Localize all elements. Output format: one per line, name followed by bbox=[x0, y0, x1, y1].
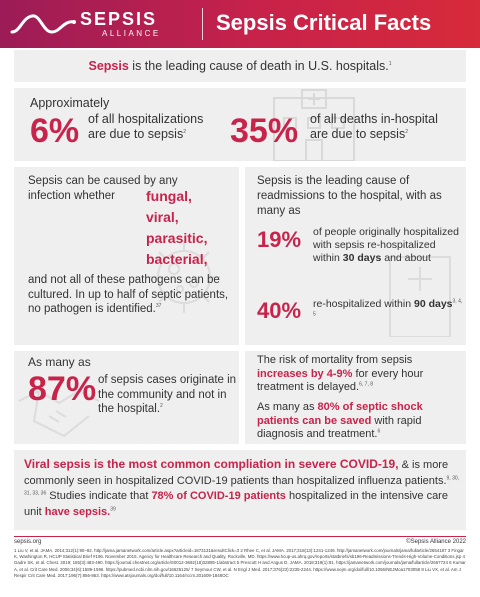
readmissions-panel: Sepsis is the leading cause of readmissi… bbox=[245, 167, 466, 345]
covid-ref2: 39 bbox=[110, 505, 116, 512]
mortality-risk-start: The risk of mortality from sepsis bbox=[257, 354, 413, 366]
pathogen-list: fungal, viral, parasitic, bacterial, bbox=[146, 186, 207, 270]
brand-subtitle: ALLIANCE bbox=[102, 29, 161, 38]
covid-ref1: 9, 30, 31, 33, 36 bbox=[24, 474, 460, 497]
covid-panel: Viral sepsis is the most common compliat… bbox=[14, 450, 466, 530]
page-title: Sepsis Critical Facts bbox=[216, 10, 432, 35]
septic-shock-ref: 6 bbox=[377, 428, 381, 435]
covid-body2: Studies indicate that bbox=[46, 490, 152, 502]
deaths-percent: 35% bbox=[230, 112, 299, 150]
header-divider bbox=[202, 8, 203, 40]
approx-label: Approximately bbox=[30, 96, 110, 110]
causes-intro-line1: Sepsis can be caused by any bbox=[28, 175, 178, 187]
covid-body: & is more commonly seen in hospitalized … bbox=[24, 459, 449, 487]
covid-highlight2: have sepsis. bbox=[44, 505, 111, 518]
mortality-risk-end: for every hour treatment is delayed. bbox=[257, 367, 424, 394]
causes-panel: Sepsis can be caused by any infection wh… bbox=[14, 167, 239, 345]
readmit-30-text: of people originally hospitalized with s… bbox=[313, 226, 463, 265]
covid-lead: Viral sepsis is the most common compliat… bbox=[24, 457, 399, 471]
community-text: of sepsis cases originate in the communi… bbox=[98, 373, 238, 417]
hospital-cross-icon bbox=[389, 256, 451, 337]
community-desc: of sepsis cases originate in the communi… bbox=[98, 374, 237, 415]
footer-references: 1 Liu V, et al. JAMA. 2014;312(1):90–92.… bbox=[14, 548, 466, 578]
readmit-90-percent: 40% bbox=[257, 298, 302, 323]
causes-rest-text: and not all of these pathogens can be cu… bbox=[28, 274, 229, 315]
pathogen-viral: viral, bbox=[146, 209, 179, 225]
hospitalizations-line2: are due to sepsis bbox=[88, 127, 184, 141]
footer-site-link[interactable]: sepsis.org bbox=[14, 539, 42, 545]
readmit-90-days: 90 days bbox=[413, 298, 453, 310]
intro-statement: Sepsis is the leading cause of death in … bbox=[14, 50, 466, 82]
causes-intro-line2: infection whether bbox=[28, 190, 115, 202]
footer-copyright: ©Sepsis Alliance 2022 bbox=[406, 539, 466, 545]
hospitalizations-line1: of all hospitalizations bbox=[88, 112, 204, 126]
header-banner: SEPSIS ALLIANCE Sepsis Critical Facts bbox=[0, 0, 480, 48]
community-panel: As many as 87% of sepsis cases originate… bbox=[14, 351, 239, 444]
readmit-90-desc: re-hospitalized within bbox=[313, 298, 412, 310]
handshake-icon bbox=[18, 389, 100, 438]
deaths-line2: are due to sepsis bbox=[310, 127, 406, 141]
causes-intro: Sepsis can be caused by any infection wh… bbox=[28, 174, 232, 204]
readmit-30-percent: 19% bbox=[257, 227, 302, 252]
hospital-building-icon bbox=[273, 89, 355, 161]
intro-ref: 1 bbox=[388, 60, 392, 67]
pathogen-icon bbox=[148, 241, 220, 313]
covid-body3: hospitalized in the intensive care unit bbox=[24, 490, 448, 518]
footer-divider bbox=[14, 536, 466, 537]
pathogen-bacterial: bacterial, bbox=[146, 251, 208, 267]
deaths-text: of all deaths in-hospital are due to sep… bbox=[310, 112, 438, 142]
septic-shock-highlight: 80% of septic shock patients can be save… bbox=[257, 401, 423, 427]
readmissions-intro: Sepsis is the leading cause of readmissi… bbox=[257, 175, 442, 217]
covid-highlight: 78% of COVID-19 patients bbox=[151, 490, 286, 502]
hospitalization-stats-panel: Approximately 6% of all hospitalizations… bbox=[14, 88, 466, 161]
pathogen-fungal: fungal, bbox=[146, 188, 192, 204]
covid-text: Viral sepsis is the most common compliat… bbox=[24, 457, 460, 520]
hospitalizations-percent: 6% bbox=[30, 112, 80, 150]
readmit-30-days: 30 days bbox=[342, 252, 382, 264]
intro-keyword: Sepsis bbox=[88, 59, 129, 73]
causes-ref: 37 bbox=[155, 303, 162, 310]
causes-rest: and not all of these pathogens can be cu… bbox=[28, 273, 234, 317]
hospitalizations-ref: 2 bbox=[183, 128, 186, 135]
readmit-30-desc: of people originally hospitalized with s… bbox=[313, 226, 459, 264]
mortality-panel: The risk of mortality from sepsis increa… bbox=[245, 351, 466, 444]
mortality-risk-highlight: increases by 4-9% bbox=[257, 367, 353, 380]
intro-text: is the leading cause of death in U.S. ho… bbox=[128, 59, 389, 73]
logo-swoosh-icon bbox=[10, 14, 76, 34]
readmit-90-text: re-hospitalized within 90 days3, 4, 5 bbox=[313, 298, 463, 324]
hospitalizations-text: of all hospitalizations are due to sepsi… bbox=[88, 112, 203, 142]
brand-name: SEPSIS bbox=[80, 9, 158, 29]
community-ref: 2 bbox=[160, 403, 163, 410]
pathogen-parasitic: parasitic, bbox=[146, 230, 208, 246]
deaths-ref: 2 bbox=[405, 128, 408, 135]
septic-shock-end: with rapid diagnosis and treatment. bbox=[257, 414, 422, 441]
readmit-90-ref: 3, 4, 5 bbox=[313, 298, 463, 318]
septic-shock-start: As many as bbox=[257, 401, 318, 413]
community-label: As many as bbox=[28, 355, 91, 369]
deaths-line1: of all deaths in-hospital bbox=[310, 112, 438, 126]
mortality-risk-text: The risk of mortality from sepsis increa… bbox=[257, 354, 462, 395]
septic-shock-text: As many as 80% of septic shock patients … bbox=[257, 401, 462, 442]
community-percent: 87% bbox=[28, 370, 97, 408]
readmit-30-tail: and about bbox=[381, 252, 431, 264]
mortality-risk-ref: 6, 7, 8 bbox=[359, 381, 374, 388]
